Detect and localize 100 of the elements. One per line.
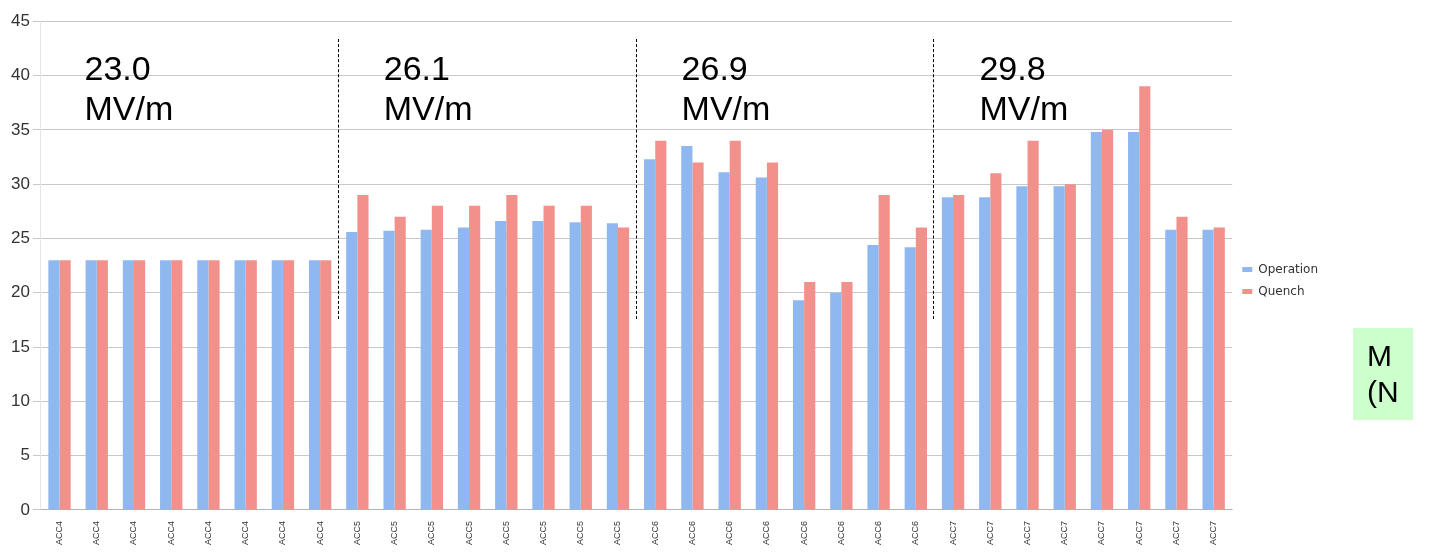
bar — [271, 260, 283, 510]
bar — [941, 197, 954, 510]
bar — [543, 205, 555, 510]
bar — [1202, 229, 1214, 510]
bar — [85, 260, 97, 510]
x-tick-label: ACC7 — [1022, 520, 1032, 546]
y-tick-label: 40 — [10, 65, 30, 85]
bar — [792, 300, 805, 510]
bar — [692, 162, 704, 510]
x-tick-label: ACC4 — [277, 520, 288, 546]
bar — [394, 216, 406, 510]
bar — [208, 260, 220, 510]
y-tick-label: 35 — [10, 119, 30, 139]
bar — [580, 205, 592, 510]
x-tick-label: ACC7 — [1096, 520, 1107, 546]
x-tick-label: ACC7 — [1208, 520, 1219, 546]
bar — [1016, 186, 1028, 510]
bar — [1165, 229, 1177, 510]
bar — [979, 197, 991, 510]
bar — [171, 260, 183, 510]
x-tick-label: ACC5 — [575, 520, 586, 546]
x-tick-label: ACC6 — [649, 520, 660, 546]
bar — [48, 260, 60, 510]
y-tick-label: 5 — [20, 445, 30, 465]
annotation: 23.0 MV/m — [84, 48, 174, 127]
y-tick-label: 45 — [10, 10, 30, 30]
bar — [495, 221, 507, 510]
bar — [804, 281, 816, 510]
bar — [1090, 131, 1102, 510]
text: M (N — [1353, 328, 1413, 420]
y-tick-label: 10 — [10, 391, 30, 411]
bar — [1213, 227, 1225, 510]
bar — [1176, 216, 1188, 510]
bar — [133, 260, 146, 510]
bar — [904, 247, 916, 510]
bar — [990, 173, 1002, 510]
bar — [766, 162, 779, 510]
bar — [357, 194, 369, 510]
bar — [431, 205, 443, 510]
x-tick-label: ACC7 — [1133, 520, 1144, 546]
legend-label: Quench — [1258, 283, 1305, 298]
bar — [867, 244, 879, 510]
bar — [915, 227, 927, 510]
x-tick-label: ACC6 — [686, 520, 697, 546]
x-tick-label: ACC6 — [835, 520, 846, 546]
legend-label: Operation — [1258, 261, 1318, 276]
bar — [1101, 129, 1114, 510]
annotation: 26.1 MV/m — [383, 48, 473, 127]
x-tick-label: ACC4 — [91, 520, 102, 546]
bar — [320, 260, 332, 510]
x-tick-label: ACC5 — [538, 520, 548, 546]
bar — [841, 281, 853, 510]
x-tick-label: ACC5 — [426, 520, 437, 546]
x-tick-label: ACC5 — [500, 520, 511, 546]
bar — [197, 260, 209, 510]
bar — [644, 159, 656, 510]
bar — [1128, 131, 1140, 510]
bar — [245, 260, 257, 510]
bar — [1053, 186, 1065, 510]
bar — [160, 260, 172, 510]
annotation: 26.9 MV/m — [681, 48, 771, 127]
bar — [469, 205, 481, 510]
bar — [655, 140, 667, 510]
bar — [718, 172, 730, 510]
bar — [830, 292, 842, 510]
x-tick-label: ACC7 — [984, 520, 995, 546]
x-tick-label: ACC5 — [612, 520, 623, 546]
bar — [606, 223, 618, 510]
x-tick-label: ACC4 — [165, 520, 176, 546]
x-tick-label: ACC4 — [314, 520, 325, 546]
bar — [383, 230, 395, 510]
bar — [569, 222, 581, 510]
x-tick-label: ACC4 — [240, 520, 251, 546]
bar — [122, 260, 134, 510]
bar — [953, 194, 965, 510]
bar — [457, 227, 470, 510]
bar — [878, 194, 890, 510]
x-tick-label: ACC6 — [798, 520, 809, 546]
x-tick-label: ACC5 — [463, 520, 474, 546]
bar — [59, 260, 71, 510]
x-tick-label: ACC4 — [54, 520, 65, 546]
bar — [308, 260, 321, 510]
y-tick-label: 20 — [10, 282, 30, 302]
x-tick-label: ACC7 — [1170, 520, 1181, 546]
bar — [420, 229, 432, 510]
bar — [532, 221, 544, 510]
annotation: 29.8 MV/m — [979, 48, 1069, 127]
bar — [282, 260, 295, 510]
bar — [755, 177, 767, 510]
y-tick-label: 25 — [10, 228, 30, 248]
bar — [681, 146, 693, 510]
x-tick-label: ACC4 — [202, 520, 213, 546]
bar — [234, 260, 246, 510]
bar — [1064, 184, 1076, 510]
x-tick-label: ACC6 — [761, 520, 772, 546]
x-tick-label: ACC7 — [1059, 520, 1070, 546]
bar — [346, 231, 358, 510]
x-tick-label: ACC5 — [389, 520, 400, 546]
y-tick-label: 0 — [20, 499, 30, 519]
y-tick-label: 30 — [10, 173, 30, 193]
